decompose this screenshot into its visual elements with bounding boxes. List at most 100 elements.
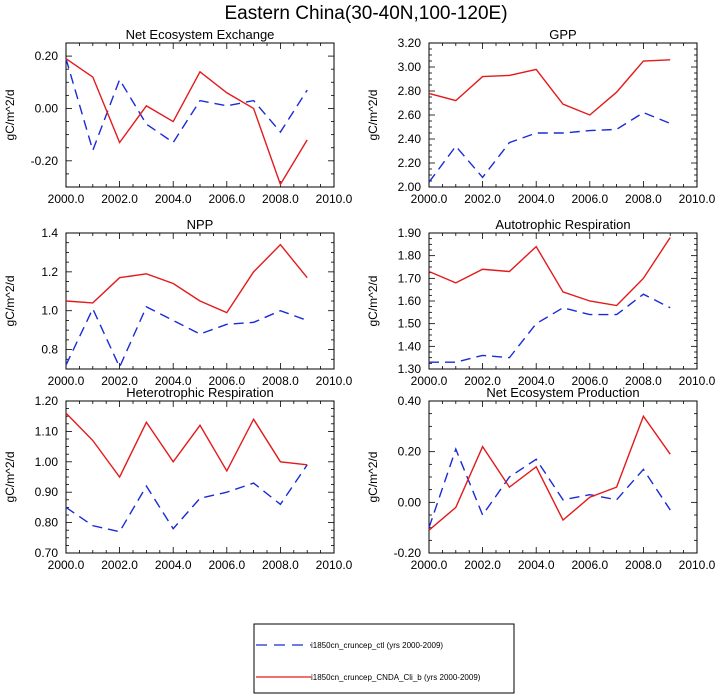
x-tick-label: 2002.0 xyxy=(101,558,138,572)
panel-npp: NPP gC/m^2/d 2000.0 2002.0 2004.0 2006.0 2008.… xyxy=(3,217,353,388)
x-tick-label: 2000.0 xyxy=(48,374,85,388)
y-tick-label: 1.10 xyxy=(35,424,59,438)
y-tick-label: 1.50 xyxy=(398,317,422,331)
series-ctl-line xyxy=(65,58,308,153)
y-tick-label: 1.40 xyxy=(398,339,422,353)
y-tick-label: 0.20 xyxy=(35,49,59,63)
x-tick-label: 2006.0 xyxy=(208,192,245,206)
series-exp-line xyxy=(65,58,308,187)
y-tick-label: 1.4 xyxy=(41,226,58,240)
panel-title: GPP xyxy=(549,27,576,42)
y-axis-label: gC/m^2/d xyxy=(366,452,380,503)
y-tick-label: 0.00 xyxy=(35,101,59,115)
x-tick-label: 2010.0 xyxy=(679,374,716,388)
x-tick-label: 2010.0 xyxy=(316,192,353,206)
y-axis-label: gC/m^2/d xyxy=(3,276,17,327)
series-ctl-line xyxy=(428,447,671,528)
panels: Net Ecosystem Exchange gC/m^2/d 2000.0 2002… xyxy=(3,27,716,572)
y-tick-label: 1.60 xyxy=(398,294,422,308)
x-tick-label: 2000.0 xyxy=(411,192,448,206)
plot-frame xyxy=(65,400,335,554)
x-tick-label: 2010.0 xyxy=(679,558,716,572)
panel-heterotrophic-respiration: Heterotrophic Respiration gC/m^2/d 2000.0 2… xyxy=(3,385,353,572)
series-ctl-line xyxy=(428,111,671,183)
y-tick-label: 1.00 xyxy=(35,455,59,469)
y-tick-label: 2.20 xyxy=(398,156,422,170)
y-tick-label: 0.8 xyxy=(41,343,58,357)
legend-box xyxy=(253,623,515,694)
figure-title: Eastern China(30-40N,100-120E) xyxy=(224,3,507,24)
panel-net-ecosystem-production: Net Ecosystem Production gC/m^2/d 2000.0 20… xyxy=(366,385,716,572)
y-tick-label: 2.00 xyxy=(398,180,422,194)
x-tick-label: 2006.0 xyxy=(208,374,245,388)
y-axis-label: gC/m^2/d xyxy=(3,90,17,141)
x-tick-label: 2000.0 xyxy=(48,192,85,206)
panel-autotrophic-respiration: Autotrophic Respiration gC/m^2/d 2000.0 200… xyxy=(366,217,716,388)
y-axis-label: gC/m^2/d xyxy=(3,452,17,503)
x-tick-label: 2004.0 xyxy=(155,192,192,206)
y-tick-label: 0.90 xyxy=(35,485,59,499)
y-axis-label: gC/m^2/d xyxy=(366,276,380,327)
x-tick-label: 2004.0 xyxy=(518,374,555,388)
x-tick-label: 2002.0 xyxy=(464,192,501,206)
series-exp-line xyxy=(428,237,671,307)
x-tick-label: 2000.0 xyxy=(411,558,448,572)
y-tick-label: 2.60 xyxy=(398,108,422,122)
panel-title: NPP xyxy=(187,217,214,232)
x-tick-label: 2008.0 xyxy=(625,192,662,206)
y-tick-label: 3.20 xyxy=(398,36,422,50)
x-tick-label: 2006.0 xyxy=(571,374,608,388)
x-tick-label: 2004.0 xyxy=(518,192,555,206)
panel-title: Net Ecosystem Production xyxy=(486,385,639,400)
y-tick-label: 1.80 xyxy=(398,249,422,263)
y-tick-label: 1.2 xyxy=(41,265,58,279)
y-tick-label: 2.40 xyxy=(398,132,422,146)
y-tick-label: 0.00 xyxy=(398,495,422,509)
series-ctl-line xyxy=(429,293,671,363)
y-tick-label: 1.30 xyxy=(398,362,422,376)
legend: i1850cn_cruncep_ctl (yrs 2000-2009) i185… xyxy=(253,623,515,694)
series-exp-line xyxy=(65,412,308,479)
series-exp-line xyxy=(65,243,308,314)
y-tick-label: 1.90 xyxy=(398,226,422,240)
x-tick-label: 2010.0 xyxy=(679,192,716,206)
x-tick-label: 2000.0 xyxy=(411,374,448,388)
y-tick-label: 2.80 xyxy=(398,84,422,98)
panel-gpp: GPP gC/m^2/d 2000.0 2002.0 2004.0 2006.0 2008.… xyxy=(366,27,716,206)
x-tick-label: 2008.0 xyxy=(262,192,299,206)
y-tick-label: -0.20 xyxy=(394,546,422,560)
y-axis-label: gC/m^2/d xyxy=(366,90,380,141)
y-tick-label: 0.20 xyxy=(398,445,422,459)
x-tick-label: 2008.0 xyxy=(625,558,662,572)
panel-title: Autotrophic Respiration xyxy=(495,217,630,232)
y-tick-label: 1.0 xyxy=(41,304,58,318)
panel-net-ecosystem-exchange: Net Ecosystem Exchange gC/m^2/d 2000.0 2002… xyxy=(3,27,353,206)
y-tick-label: 0.80 xyxy=(35,516,59,530)
plot-frame xyxy=(428,42,698,188)
x-tick-label: 2002.0 xyxy=(464,374,501,388)
x-tick-label: 2008.0 xyxy=(262,558,299,572)
series-exp-line xyxy=(428,59,671,116)
x-tick-label: 2002.0 xyxy=(101,374,138,388)
x-tick-label: 2002.0 xyxy=(464,558,501,572)
x-tick-label: 2004.0 xyxy=(155,558,192,572)
x-tick-label: 2000.0 xyxy=(48,558,85,572)
series-ctl-line xyxy=(65,305,308,369)
legend-label-exp: i1850cn_cruncep_CNDA_Cli_b (yrs 2000-200… xyxy=(311,673,481,682)
x-tick-label: 2008.0 xyxy=(625,374,662,388)
x-tick-label: 2002.0 xyxy=(101,192,138,206)
x-tick-label: 2010.0 xyxy=(316,558,353,572)
y-tick-label: 0.40 xyxy=(398,394,422,408)
series-exp-line xyxy=(428,414,671,531)
panel-title: Net Ecosystem Exchange xyxy=(126,27,275,42)
y-tick-label: -0.20 xyxy=(31,154,59,168)
y-tick-label: 1.70 xyxy=(398,271,422,285)
x-tick-label: 2010.0 xyxy=(316,374,353,388)
x-tick-label: 2004.0 xyxy=(518,558,555,572)
series-ctl-line xyxy=(65,464,308,533)
x-tick-label: 2008.0 xyxy=(262,374,299,388)
y-tick-label: 3.00 xyxy=(398,60,422,74)
x-tick-label: 2004.0 xyxy=(155,374,192,388)
panel-title: Heterotrophic Respiration xyxy=(126,385,273,400)
